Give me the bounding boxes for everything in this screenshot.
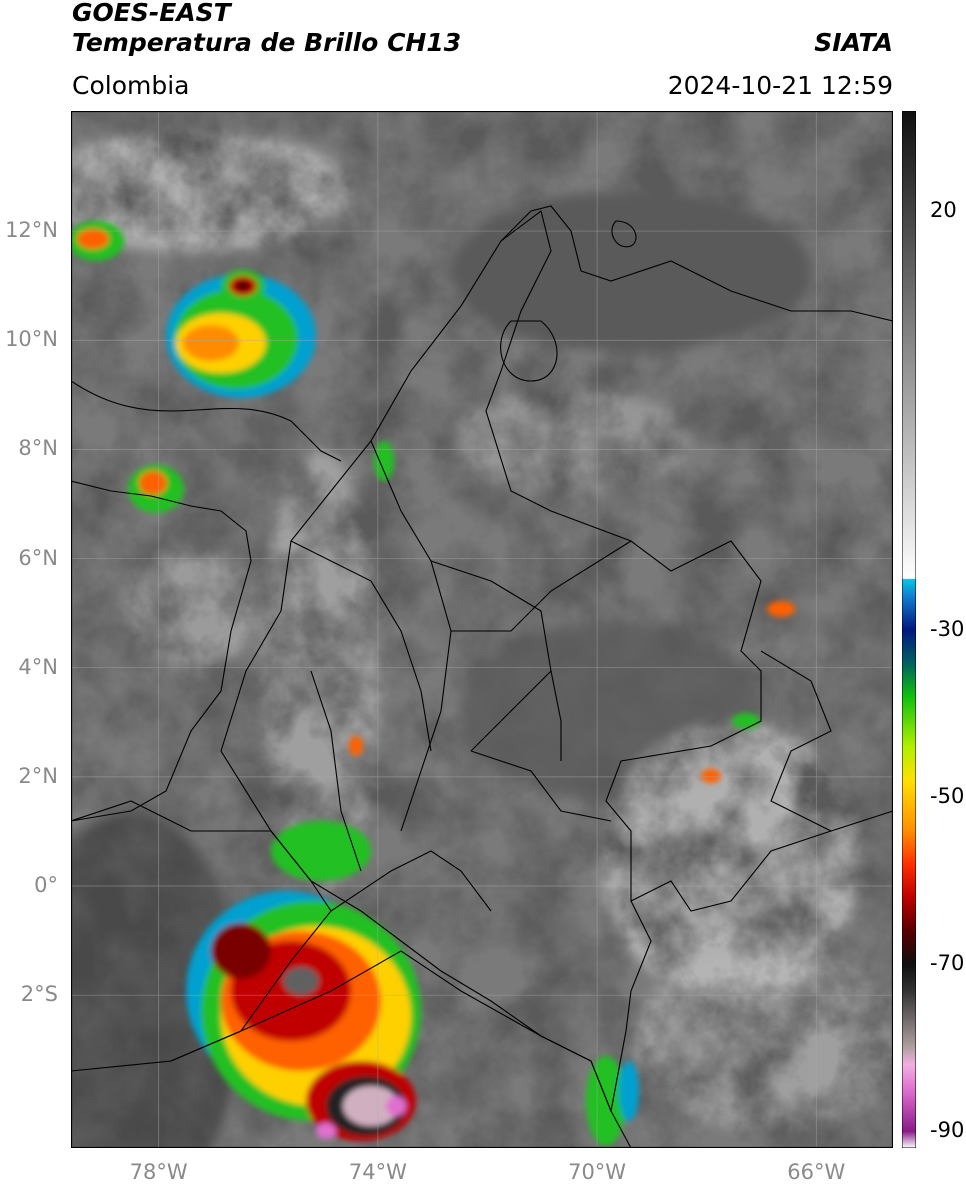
- colorbar-tick-label: -90: [930, 1118, 965, 1143]
- borders: [71, 205, 893, 1148]
- brand-label: SIATA: [814, 28, 893, 57]
- lat-label: 6°N: [18, 545, 58, 570]
- colorbar-tick-label: -30: [930, 616, 965, 641]
- lat-label: 10°N: [5, 327, 58, 352]
- lat-label: 2°N: [18, 763, 58, 788]
- caribbean-island: [611, 220, 637, 248]
- lat-label: 4°N: [18, 654, 58, 679]
- colombia-border: [220, 210, 762, 1113]
- lon-label: 70°W: [568, 1160, 627, 1184]
- storm-cell-east: [701, 601, 795, 783]
- storm-cell-magdalena: [349, 441, 394, 756]
- storm-cell-caribbean: [166, 270, 316, 398]
- peru-border: [170, 950, 632, 1148]
- graticule: [71, 111, 893, 1148]
- storm-cell-southwest: [186, 821, 421, 1141]
- maracaibo-lake: [500, 320, 558, 382]
- dept-lines-3: [430, 560, 552, 752]
- dept-lines-6: [550, 670, 562, 761]
- dept-lines-1: [290, 540, 432, 752]
- lon-label: 78°W: [129, 1160, 188, 1184]
- storm-cell-panama: [128, 465, 184, 513]
- dept-lines-5: [451, 540, 632, 632]
- datetime-label: 2024-10-21 12:59: [667, 71, 893, 100]
- product-title: Temperatura de Brillo CH13: [72, 28, 462, 57]
- dept-lines-4: [470, 750, 612, 822]
- venezuela-coast: [500, 205, 893, 322]
- lat-label: 2°S: [20, 982, 58, 1007]
- map-frame: [71, 111, 893, 1148]
- dept-lines-7: [330, 850, 492, 912]
- satellite-map: [71, 111, 893, 1148]
- colorbar-tick-label: -70: [930, 951, 965, 976]
- lon-label: 66°W: [787, 1160, 846, 1184]
- colorbar-tick-label: 20: [930, 198, 957, 223]
- lat-label: 0°: [34, 873, 58, 898]
- panama-south-coast: [71, 480, 252, 562]
- lat-label: 8°N: [18, 436, 58, 461]
- dept-lines-8: [310, 670, 362, 872]
- lon-label: 74°W: [348, 1160, 407, 1184]
- storm-cell-amazon: [586, 1056, 639, 1146]
- region-label: Colombia: [72, 71, 190, 100]
- pacific-coast: [71, 560, 252, 822]
- colorbar-tick-label: -50: [930, 783, 965, 808]
- temperature-colorbar: [902, 111, 916, 1148]
- satellite-title: GOES-EAST: [72, 0, 231, 27]
- panama-coast: [71, 380, 342, 462]
- lat-label: 12°N: [5, 218, 58, 243]
- brazil-border: [630, 830, 832, 912]
